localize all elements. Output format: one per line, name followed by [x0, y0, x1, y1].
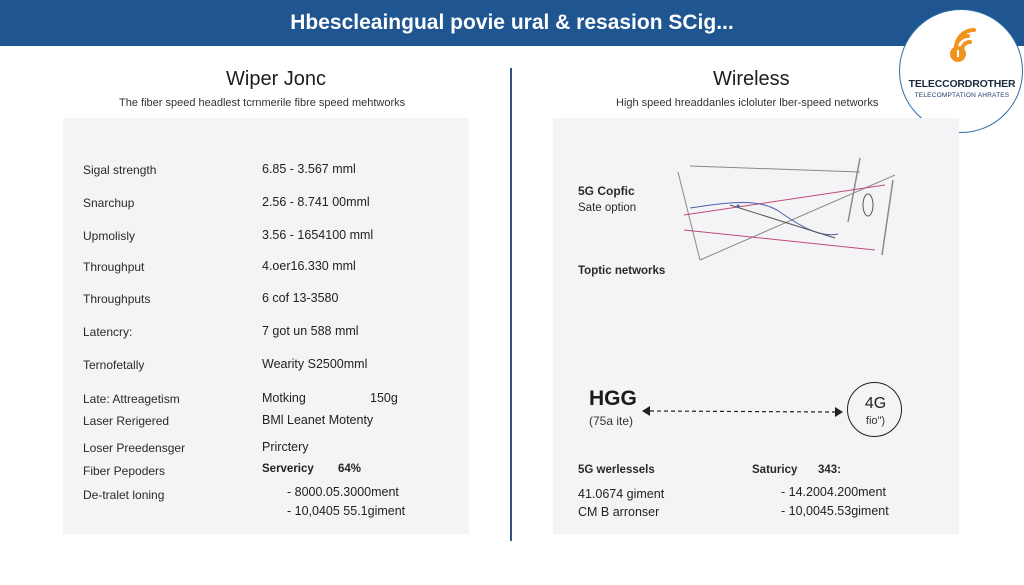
spec-label: Loser Preedensger — [83, 441, 186, 455]
spec-label: Throughputs — [83, 292, 151, 306]
spec-label: De-tralet loning — [83, 488, 165, 502]
spec-value: 4.oer16.330 mml — [262, 259, 356, 273]
diagram-line — [699, 174, 896, 261]
spec-label: Upmolisly — [83, 229, 136, 243]
4g-node-circle: 4G fio") — [847, 382, 902, 437]
left-column-title: Wiper Jonc — [226, 68, 327, 90]
signal-diagram — [677, 157, 896, 261]
wired-spec-panel — [63, 118, 469, 534]
wireless-col1-header: 5G werlessels — [578, 464, 655, 476]
spec-label: Laser Rerigered — [83, 414, 170, 428]
label-sate-option: Sate option — [578, 202, 637, 214]
right-column-subtitle: High speed hreaddanles icloluter lber-sp… — [616, 97, 879, 109]
spec-value: Prirctery — [262, 440, 309, 454]
label-5g-copfic: 5G Copfic — [578, 184, 635, 198]
page-title: Hbescleaingual povie ural & resasion SCi… — [290, 11, 734, 34]
spec-value-extra: - 10,0405 55.1giment — [287, 504, 406, 518]
wifi-signal-icon — [950, 28, 976, 62]
diagram-line-pink — [683, 229, 876, 251]
column-divider — [510, 68, 512, 541]
company-logo: TELECCORDROTHER TELECOMPTATION AHRATES — [899, 9, 1023, 133]
diagram-ellipse — [862, 193, 874, 217]
label-toptic-networks: Toptic networks — [578, 265, 666, 277]
wireless-col2-value: - 14.2004.200ment — [781, 485, 886, 499]
spec-value: 7 got un 588 mml — [262, 324, 359, 338]
spec-value-secondary: 150g — [370, 391, 398, 405]
logo-tagline: TELECOMPTATION AHRATES — [914, 92, 1010, 99]
wireless-col2-value: - 10,0045.53giment — [781, 504, 889, 518]
wireless-col2-header-value: 343: — [818, 464, 842, 476]
4g-label: 4G — [864, 395, 887, 412]
spec-value: Motking — [262, 391, 306, 405]
spec-label: Throughput — [83, 260, 145, 274]
diagram-line — [881, 179, 894, 256]
spec-value: Wearity S2500mml — [262, 357, 368, 371]
spec-label: Late: Attreagetism — [83, 392, 180, 406]
spec-value: 3.56 - 1654100 mml — [262, 228, 374, 242]
wireless-col2-header: Saturicy — [752, 464, 798, 476]
spec-value-secondary: 64% — [338, 463, 362, 475]
spec-value: Servericy — [262, 463, 314, 475]
diagram-line — [729, 204, 836, 239]
hgg-label: HGG — [589, 387, 637, 410]
spec-value: 2.56 - 8.741 00mml — [262, 195, 370, 209]
wireless-col1-value: 41.0674 giment — [578, 487, 665, 501]
spec-value: - 8000.05.3000ment — [287, 485, 399, 499]
header-banner: Hbescleaingual povie ural & resasion SCi… — [0, 0, 1024, 46]
wireless-col1-value: CM B arronser — [578, 505, 660, 519]
logo-name: TELECCORDROTHER — [908, 78, 1016, 90]
spec-label: Latencry: — [83, 325, 133, 339]
diagram-curve-blue — [689, 202, 839, 236]
spec-label: Sigal strength — [83, 163, 157, 177]
spec-label: Fiber Pepoders — [83, 464, 166, 478]
left-column-subtitle: The fiber speed headlest tcrnmerile fibr… — [119, 97, 406, 109]
spec-value: 6.85 - 3.567 mml — [262, 162, 356, 176]
diagram-line-pink — [683, 184, 886, 216]
spec-label: Ternofetally — [83, 358, 145, 372]
spec-value: BMl Leanet Motenty — [262, 413, 374, 427]
4g-sublabel: fio") — [865, 415, 886, 427]
diagram-line — [677, 171, 701, 261]
dashed-arrow — [642, 406, 843, 417]
right-column-title: Wireless — [713, 68, 790, 90]
spec-value: 6 cof 13-3580 — [262, 291, 339, 305]
hgg-sublabel: (75a ite) — [589, 414, 634, 428]
diagram-node — [736, 204, 740, 208]
spec-label: Snarchup — [83, 196, 135, 210]
diagram-line — [689, 165, 861, 173]
